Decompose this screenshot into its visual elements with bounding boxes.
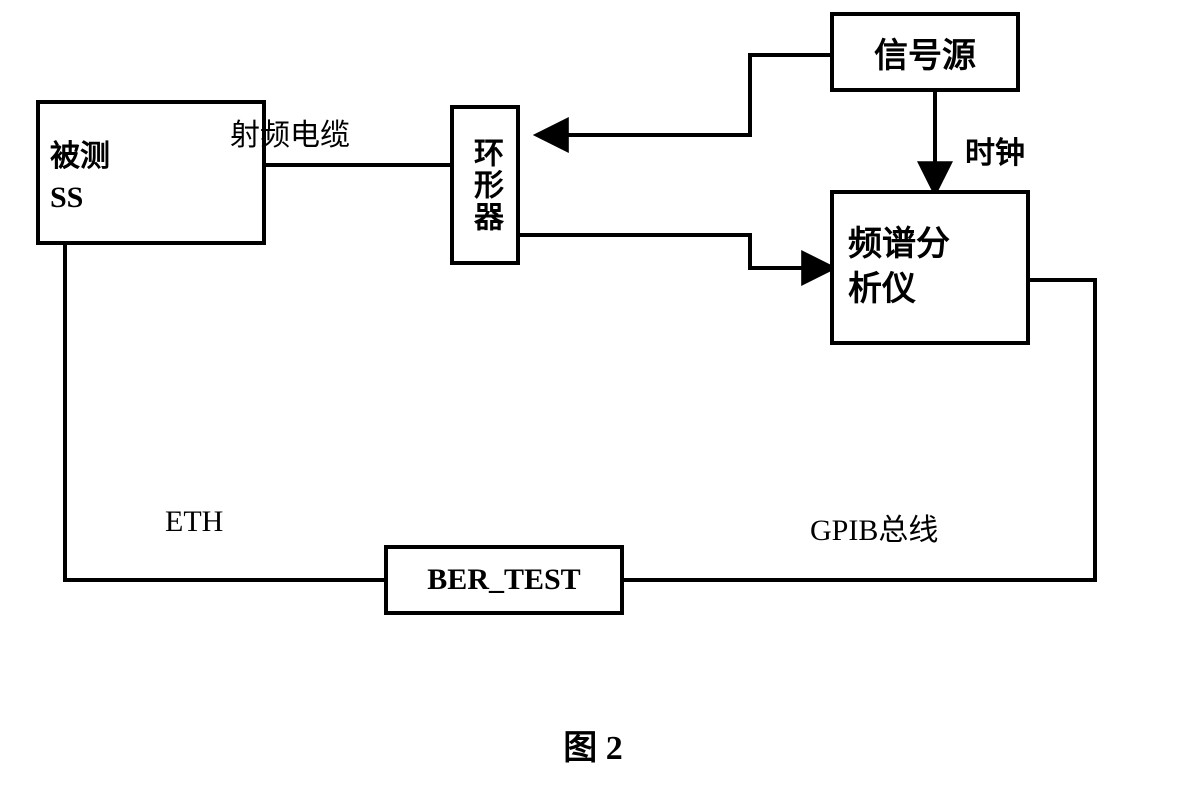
circulator-label: 环形器 [463,137,507,233]
figure-caption: 图 2 [0,720,1186,769]
node-spectrum-analyzer: 频谱分 析仪 [830,190,1030,345]
ber-test-label: BER_TEST [427,563,580,597]
diagram-canvas: 被测 SS 环形器 信号源 频谱分 析仪 BER_TEST 射频电缆 时钟 ET… [0,0,1186,798]
signal-source-label: 信号源 [874,28,976,77]
spectrum-label-line1: 频谱分 [848,223,950,267]
ss-label-line1: 被测 [50,131,110,175]
edge-eth [65,245,384,580]
node-circulator: 环形器 [450,105,520,265]
ss-label-line2: SS [50,181,83,215]
edge-signal-to-circulator [540,55,830,135]
label-gpib: GPIB总线 [810,505,938,549]
label-eth: ETH [165,505,223,539]
node-signal-source: 信号源 [830,12,1020,92]
node-ber-test: BER_TEST [384,545,624,615]
label-rf-cable: 射频电缆 [230,110,350,154]
spectrum-label-line2: 析仪 [848,268,916,312]
edge-circulator-to-spectrum [520,235,830,268]
label-clock: 时钟 [965,128,1025,172]
